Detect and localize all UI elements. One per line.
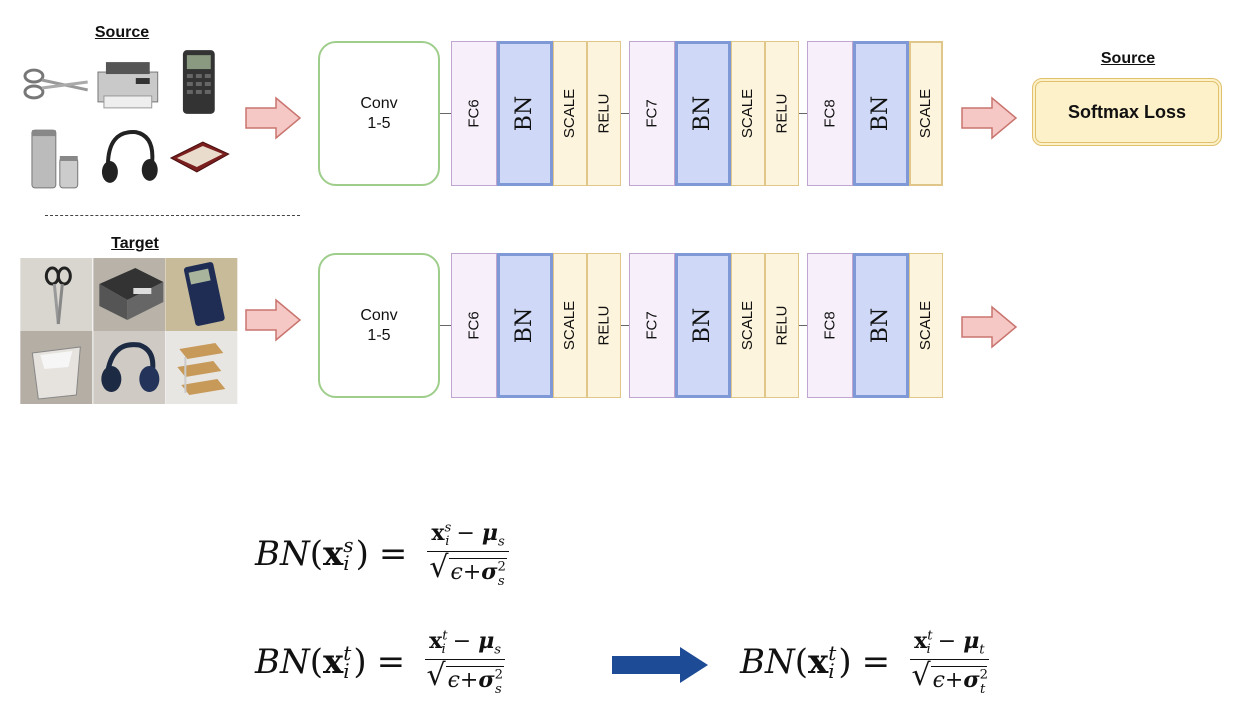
target-image-grid <box>20 258 238 404</box>
fc8-group-target: FC8 BN SCALE <box>807 253 943 398</box>
fc8-layer: FC8 <box>807 41 853 186</box>
target-label: Target <box>111 235 159 252</box>
target-output-arrow <box>961 305 1018 349</box>
calculator-image <box>165 258 238 331</box>
connector <box>799 113 807 114</box>
bn-layer: BN <box>853 41 909 186</box>
connector <box>621 113 629 114</box>
tray-image <box>165 331 238 404</box>
output-source-label: Source <box>1100 50 1156 67</box>
conv-block-target: Conv 1-5 <box>318 253 440 398</box>
printer-image <box>92 258 166 331</box>
relu-layer: RELU <box>587 41 621 186</box>
fc8-group-source: FC8 BN SCALE <box>807 41 943 186</box>
trash-can-image <box>20 331 93 404</box>
connector <box>440 113 452 114</box>
bn-layer: BN <box>853 253 909 398</box>
connector <box>621 325 629 326</box>
bn-layer: BN <box>675 253 731 398</box>
softmax-loss-box: Softmax Loss <box>1032 78 1222 146</box>
bn-layer: BN <box>497 41 553 186</box>
fc6-layer: FC6 <box>451 41 497 186</box>
headphones-image <box>92 331 166 404</box>
fc7-layer: FC7 <box>629 253 675 398</box>
scale-layer: SCALE <box>909 41 943 186</box>
fc6-group-target: FC6 BN SCALE RELU <box>451 253 621 398</box>
dashed-divider <box>45 215 300 216</box>
tray-image <box>163 120 235 194</box>
conv-block-source: Conv 1-5 <box>318 41 440 186</box>
bn-layer: BN <box>675 41 731 186</box>
trash-can-image <box>20 120 92 194</box>
fc8-layer: FC8 <box>807 253 853 398</box>
target-input-arrow <box>245 298 302 342</box>
printer-image <box>91 46 164 120</box>
fc6-group-source: FC6 BN SCALE RELU <box>451 41 621 186</box>
scale-layer: SCALE <box>553 253 587 398</box>
connector <box>799 325 807 326</box>
fc7-group-target: FC7 BN SCALE RELU <box>629 253 799 398</box>
formula-source-bn: BN(x s i) = xsi − μs √ ϵ+σ2s <box>255 520 509 589</box>
scale-layer: SCALE <box>909 253 943 398</box>
scissors-image <box>20 46 92 120</box>
formula-target-bn-target-stats: BN(x t i) = xti − μt √ ϵ+σ2t <box>740 628 989 697</box>
relu-layer: RELU <box>587 253 621 398</box>
connector <box>440 325 452 326</box>
bn-layer: BN <box>497 253 553 398</box>
source-input-arrow <box>245 96 302 140</box>
scale-layer: SCALE <box>553 41 587 186</box>
source-output-arrow <box>961 96 1018 140</box>
fc7-group-source: FC7 BN SCALE RELU <box>629 41 799 186</box>
source-label: Source <box>94 24 150 41</box>
formula-target-bn-source-stats: BN(x t i) = xti − μs √ ϵ+σ2s <box>255 628 506 697</box>
scale-layer: SCALE <box>731 41 765 186</box>
calculator-image <box>163 46 235 120</box>
transform-arrow <box>612 647 708 683</box>
scissors-image <box>20 258 93 331</box>
scale-layer: SCALE <box>731 253 765 398</box>
relu-layer: RELU <box>765 253 799 398</box>
source-image-grid <box>20 46 235 194</box>
headphones-image <box>91 120 164 194</box>
relu-layer: RELU <box>765 41 799 186</box>
fc7-layer: FC7 <box>629 41 675 186</box>
fc6-layer: FC6 <box>451 253 497 398</box>
